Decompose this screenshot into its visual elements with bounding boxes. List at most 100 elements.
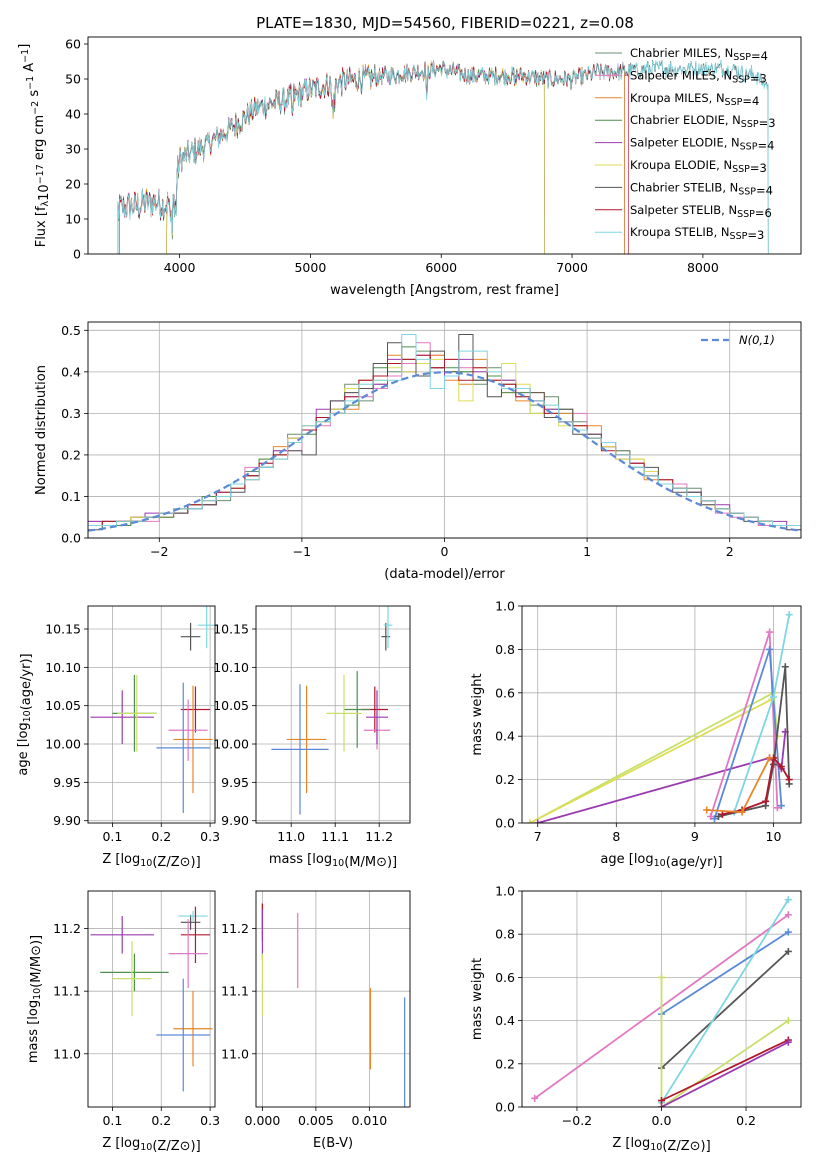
weight-marker bbox=[766, 754, 774, 762]
axes-frame bbox=[255, 605, 411, 824]
spectrum-line bbox=[117, 59, 769, 254]
spectrum-line bbox=[166, 60, 545, 254]
weight-line bbox=[529, 698, 773, 823]
plot-area bbox=[526, 611, 793, 823]
x-tick-label: 7 bbox=[534, 829, 542, 844]
plot-area bbox=[261, 903, 406, 1107]
legend-label: Chabrier STELIB, NSSP=4 bbox=[630, 180, 773, 197]
legend-label: Salpeter MILES, NSSP=3 bbox=[630, 68, 767, 85]
y-tick-label: 10.10 bbox=[45, 660, 81, 675]
legend-label: Kroupa STELIB, NSSP=3 bbox=[630, 225, 764, 242]
legend-label: Salpeter ELODIE, NSSP=4 bbox=[630, 136, 774, 153]
y-tick-label: 0.8 bbox=[495, 642, 515, 657]
y-axis-label: mass weight bbox=[470, 673, 485, 755]
axes-frame bbox=[255, 890, 411, 1108]
y-tick-label: 0.5 bbox=[61, 323, 81, 338]
y-tick-label: 0.2 bbox=[495, 1056, 515, 1071]
weight-marker bbox=[784, 947, 792, 955]
legend-label: Kroupa ELODIE, NSSP=3 bbox=[630, 158, 767, 175]
weight-marker bbox=[784, 1038, 792, 1046]
x-tick-label: 0.3 bbox=[200, 829, 220, 844]
legend-label: Chabrier ELODIE, NSSP=3 bbox=[630, 113, 776, 130]
x-axis-label: Z [log10(Z/Z⊙)] bbox=[102, 1136, 200, 1154]
weight-marker bbox=[785, 611, 793, 619]
spectrum-line bbox=[119, 61, 625, 254]
weight-marker bbox=[777, 763, 785, 771]
x-tick-label: 4000 bbox=[164, 260, 196, 275]
spectrum-line bbox=[119, 61, 625, 254]
y-tick-label: 11.0 bbox=[53, 1046, 81, 1061]
y-tick-label: 1.0 bbox=[495, 884, 515, 899]
x-tick-label: 8000 bbox=[687, 260, 719, 275]
y-axis-label: Flux [fλ10−17 erg cm−2 s−1 A−1] bbox=[17, 44, 52, 248]
plot-area bbox=[531, 896, 792, 1107]
y-tick-label: 10.05 bbox=[213, 698, 249, 713]
weight-line bbox=[718, 666, 791, 818]
weight-line bbox=[661, 1041, 789, 1107]
y-tick-label: 30 bbox=[65, 142, 81, 157]
weight-marker bbox=[534, 819, 542, 823]
y-tick-label: 20 bbox=[65, 177, 81, 192]
plot-area bbox=[90, 906, 213, 1092]
plot-area bbox=[88, 334, 801, 538]
x-tick-label: 0.1 bbox=[102, 829, 122, 844]
x-tick-label: 2 bbox=[726, 544, 734, 559]
weight-line bbox=[661, 1039, 789, 1102]
y-tick-label: 1.0 bbox=[495, 599, 515, 614]
x-tick-label: 6000 bbox=[425, 260, 457, 275]
weight-marker bbox=[531, 1094, 539, 1102]
weight-line bbox=[660, 977, 789, 1107]
y-tick-label: 9.95 bbox=[221, 775, 249, 790]
y-tick-label: 0.0 bbox=[495, 1100, 515, 1115]
weight-marker bbox=[785, 776, 793, 784]
y-tick-label: 10.15 bbox=[45, 622, 81, 637]
weight-line bbox=[661, 931, 789, 1015]
spectrum-line bbox=[166, 61, 545, 254]
weight-marker bbox=[711, 815, 719, 823]
y-tick-label: 9.90 bbox=[53, 813, 81, 828]
x-tick-label: 0.2 bbox=[736, 1113, 756, 1128]
x-tick-label: 0.2 bbox=[151, 829, 171, 844]
panel-residuals: −2 −1 0 1 2 0.0 0.1 0.2 0.3 0.4 0.5 (data-model)/er… bbox=[34, 321, 802, 582]
weight-line bbox=[660, 950, 789, 1069]
x-tick-label: −2 bbox=[150, 544, 168, 559]
weight-marker bbox=[526, 819, 534, 823]
legend-label: Chabrier MILES, NSSP=4 bbox=[630, 46, 768, 63]
weight-line bbox=[660, 899, 790, 1104]
plot-area bbox=[90, 606, 215, 814]
weight-marker bbox=[781, 663, 789, 671]
y-tick-label: 0.2 bbox=[61, 447, 81, 462]
y-tick-label: 11.1 bbox=[53, 984, 81, 999]
y-axis-label: mass weight bbox=[470, 958, 485, 1040]
spectrum-line bbox=[166, 60, 545, 254]
y-tick-label: 0.0 bbox=[61, 531, 81, 546]
weight-marker bbox=[769, 693, 777, 701]
x-tick-label: 0.0 bbox=[652, 1113, 672, 1128]
y-tick-label: 9.90 bbox=[221, 813, 249, 828]
weight-marker bbox=[738, 808, 746, 816]
x-axis-label: (data-model)/error bbox=[384, 567, 505, 582]
x-tick-label: 5000 bbox=[294, 260, 326, 275]
axes-frame bbox=[87, 890, 216, 1108]
plot-layer: 4000 5000 6000 7000 80000102030405060wavelen… bbox=[16, 37, 802, 1154]
y-tick-label: 0 bbox=[73, 247, 81, 262]
x-tick-label: 9 bbox=[691, 829, 699, 844]
y-axis-label: mass [log10(M/M⊙)] bbox=[26, 935, 44, 1063]
weight-marker bbox=[703, 806, 711, 814]
histogram-step bbox=[88, 334, 801, 538]
panel-age-vs-weight: 7 8 9 10 0.0 0.2 0.4 0.6 0.8 1.0 age [log10(age/yr… bbox=[470, 599, 802, 870]
x-axis-label: age [log10(age/yr)] bbox=[600, 852, 722, 870]
panel-z-vs-mass: 0.1 0.2 0.3 11.0 11.1 11.2 Z [log10(Z/Z⊙)] mass… bbox=[26, 890, 220, 1154]
x-axis-label: Z [log10(Z/Z⊙)] bbox=[612, 1136, 710, 1154]
x-tick-label: 11.0 bbox=[277, 829, 305, 844]
axes-frame bbox=[87, 605, 216, 824]
legend-label: Salpeter STELIB, NSSP=6 bbox=[630, 203, 772, 220]
x-axis-label: wavelength [Angstrom, rest frame] bbox=[330, 283, 559, 298]
plot-area bbox=[117, 59, 769, 254]
y-tick-label: 10 bbox=[65, 212, 81, 227]
y-tick-label: 9.95 bbox=[53, 775, 81, 790]
panel-z-vs-weight: −0.2 0.0 0.2 0.0 0.2 0.4 0.6 0.8 1.0 Z [log10(Z/Z… bbox=[470, 884, 802, 1154]
x-axis-label: mass [log10(M/M⊙)] bbox=[269, 852, 397, 870]
x-tick-label: 8 bbox=[612, 829, 620, 844]
y-tick-label: 60 bbox=[65, 37, 81, 52]
